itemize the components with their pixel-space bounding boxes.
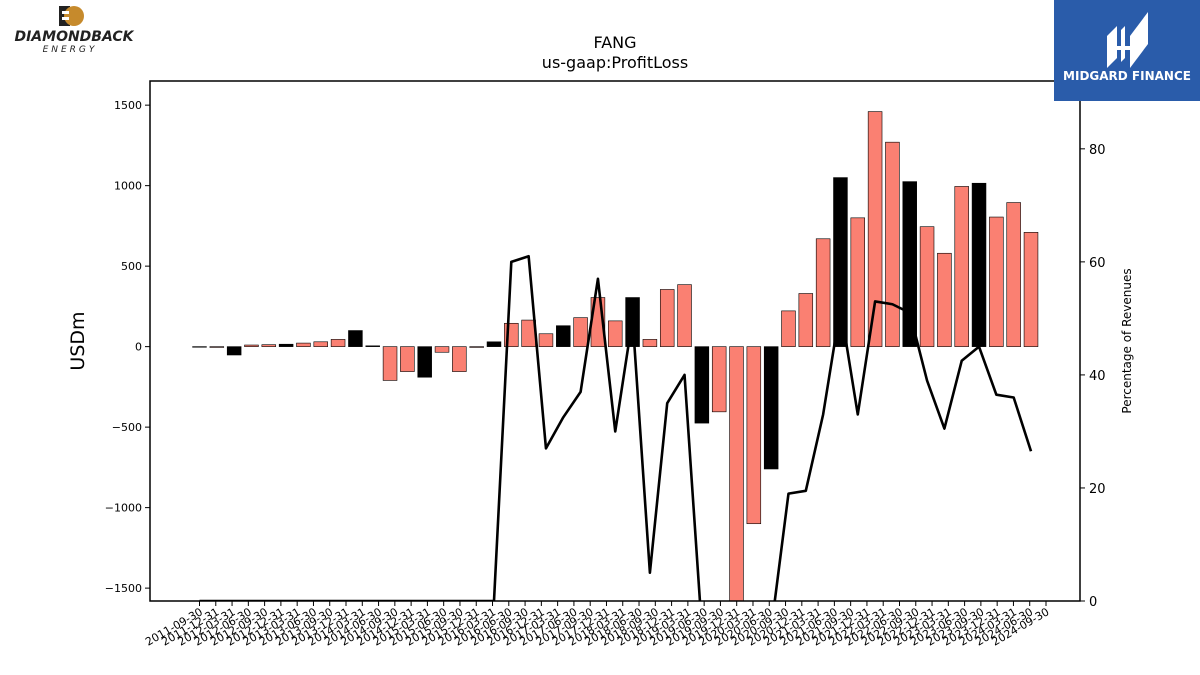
y-tick-label-3: 0: [135, 341, 142, 354]
bar-9: [348, 330, 363, 347]
bar-32: [746, 346, 762, 525]
midgard-wordmark: MIDGARD FINANCE: [1063, 69, 1191, 83]
bar-21: [556, 325, 571, 347]
bar-35: [798, 293, 814, 347]
chart-subtitle: us-gaap:ProfitLoss: [542, 53, 688, 72]
bar-43: [937, 252, 952, 347]
bar-0: [192, 346, 207, 348]
bar-12: [400, 346, 415, 372]
y2-tick-label-2: 40: [1089, 369, 1106, 384]
bar-47: [1006, 202, 1021, 347]
bar-13: [417, 346, 432, 378]
bar-3: [244, 344, 259, 347]
bar-40: [885, 141, 900, 347]
bar-36: [815, 238, 831, 347]
bar-28: [677, 284, 692, 347]
percent-of-revenues-line: [199, 254, 1033, 601]
bar-26: [642, 339, 658, 347]
bar-45: [971, 182, 987, 347]
y2-tick-label-0: 0: [1089, 595, 1097, 610]
bar-4: [261, 344, 277, 347]
y2-tick-label-4: 80: [1089, 143, 1106, 158]
bar-42: [919, 226, 935, 347]
bar-2: [226, 346, 242, 356]
diamondback-wordmark: DIAMONDBACK: [14, 29, 134, 45]
bar-5: [278, 343, 294, 347]
line-layer: [199, 254, 1033, 601]
bar-10: [365, 345, 380, 347]
bar-22: [573, 317, 588, 347]
diamondback-logo: DIAMONDBACK ENERGY: [14, 6, 135, 55]
chart-title: FANG: [593, 33, 636, 52]
bar-11: [382, 346, 398, 381]
bars-layer: [192, 111, 1039, 601]
bar-8: [330, 339, 346, 347]
bar-30: [711, 346, 727, 413]
bar-39: [867, 111, 883, 347]
bar-17: [486, 341, 502, 347]
bar-41: [902, 181, 917, 347]
bar-46: [989, 216, 1004, 347]
y-axis-left: −1500 −1000 −500 0 500 1000 1500: [105, 99, 150, 595]
bar-15: [452, 346, 467, 372]
bar-37: [833, 177, 848, 347]
bar-7: [313, 341, 328, 347]
y2-tick-label-1: 20: [1089, 482, 1106, 497]
y2-tick-label-3: 60: [1089, 256, 1106, 271]
bar-48: [1023, 232, 1039, 347]
y-tick-label-6: 1500: [114, 99, 142, 112]
bar-16: [469, 346, 484, 348]
bar-38: [850, 217, 866, 347]
y-axis-right: 0 20 40 60 80: [1080, 143, 1106, 610]
bar-24: [608, 320, 623, 347]
bar-20: [538, 333, 554, 347]
bar-6: [296, 342, 311, 347]
y-axis-label: USDm: [67, 311, 89, 370]
midgard-finance-logo: MIDGARD FINANCE: [1054, 0, 1200, 101]
bar-31: [729, 346, 744, 601]
plot-frame: [149, 80, 1081, 602]
bar-33: [763, 346, 779, 470]
y-tick-label-1: −1000: [105, 502, 142, 515]
midgard-mark-icon: [1107, 12, 1148, 68]
y2-axis-label: Percentage of Revenues: [1120, 268, 1134, 413]
bar-1: [209, 346, 225, 348]
diamondback-mark-icon: [59, 6, 84, 26]
bar-14: [434, 346, 450, 353]
y-tick-label-0: −1500: [105, 582, 142, 595]
bar-27: [659, 289, 675, 347]
x-axis: 2011-09-302011-12-312012-03-312012-06-30…: [143, 601, 1052, 649]
y-tick-label-5: 1000: [114, 180, 142, 193]
diamondback-subtitle: ENERGY: [43, 45, 98, 55]
bar-34: [781, 310, 796, 347]
y-tick-label-4: 500: [121, 260, 142, 273]
bar-44: [954, 186, 969, 347]
bar-29: [694, 346, 710, 424]
y-tick-label-2: −500: [112, 421, 142, 434]
